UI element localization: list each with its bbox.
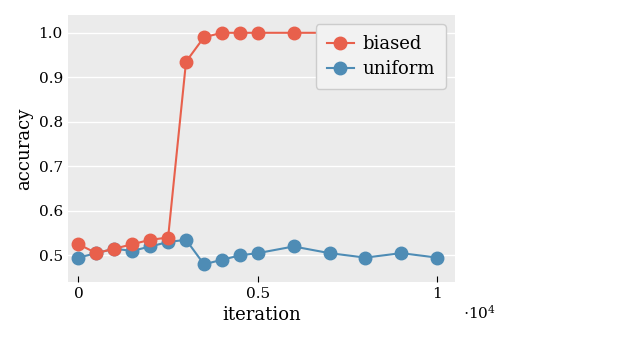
Line: biased: biased <box>72 26 444 259</box>
biased <box>398 31 405 35</box>
X-axis label: iteration: iteration <box>222 307 301 324</box>
biased <box>164 236 172 240</box>
biased <box>182 60 190 64</box>
biased <box>236 31 243 35</box>
uniform <box>434 256 441 260</box>
uniform <box>325 251 333 255</box>
uniform <box>147 244 154 248</box>
biased <box>75 242 82 246</box>
Legend: biased, uniform: biased, uniform <box>316 24 446 89</box>
uniform <box>75 256 82 260</box>
Text: $\cdot10^4$: $\cdot10^4$ <box>463 303 495 321</box>
biased <box>147 238 154 242</box>
biased <box>362 31 369 35</box>
biased <box>111 247 118 251</box>
uniform <box>398 251 405 255</box>
biased <box>128 242 136 246</box>
biased <box>218 31 226 35</box>
uniform <box>182 238 190 242</box>
uniform <box>236 253 243 257</box>
biased <box>290 31 298 35</box>
Line: uniform: uniform <box>72 234 444 270</box>
uniform <box>164 240 172 244</box>
uniform <box>218 258 226 262</box>
biased <box>434 31 441 35</box>
uniform <box>92 251 100 255</box>
uniform <box>128 249 136 253</box>
biased <box>254 31 262 35</box>
uniform <box>111 247 118 251</box>
biased <box>92 251 100 255</box>
biased <box>325 31 333 35</box>
uniform <box>362 256 369 260</box>
Y-axis label: accuracy: accuracy <box>15 107 33 190</box>
uniform <box>254 251 262 255</box>
uniform <box>200 262 208 266</box>
uniform <box>290 244 298 248</box>
biased <box>200 35 208 39</box>
